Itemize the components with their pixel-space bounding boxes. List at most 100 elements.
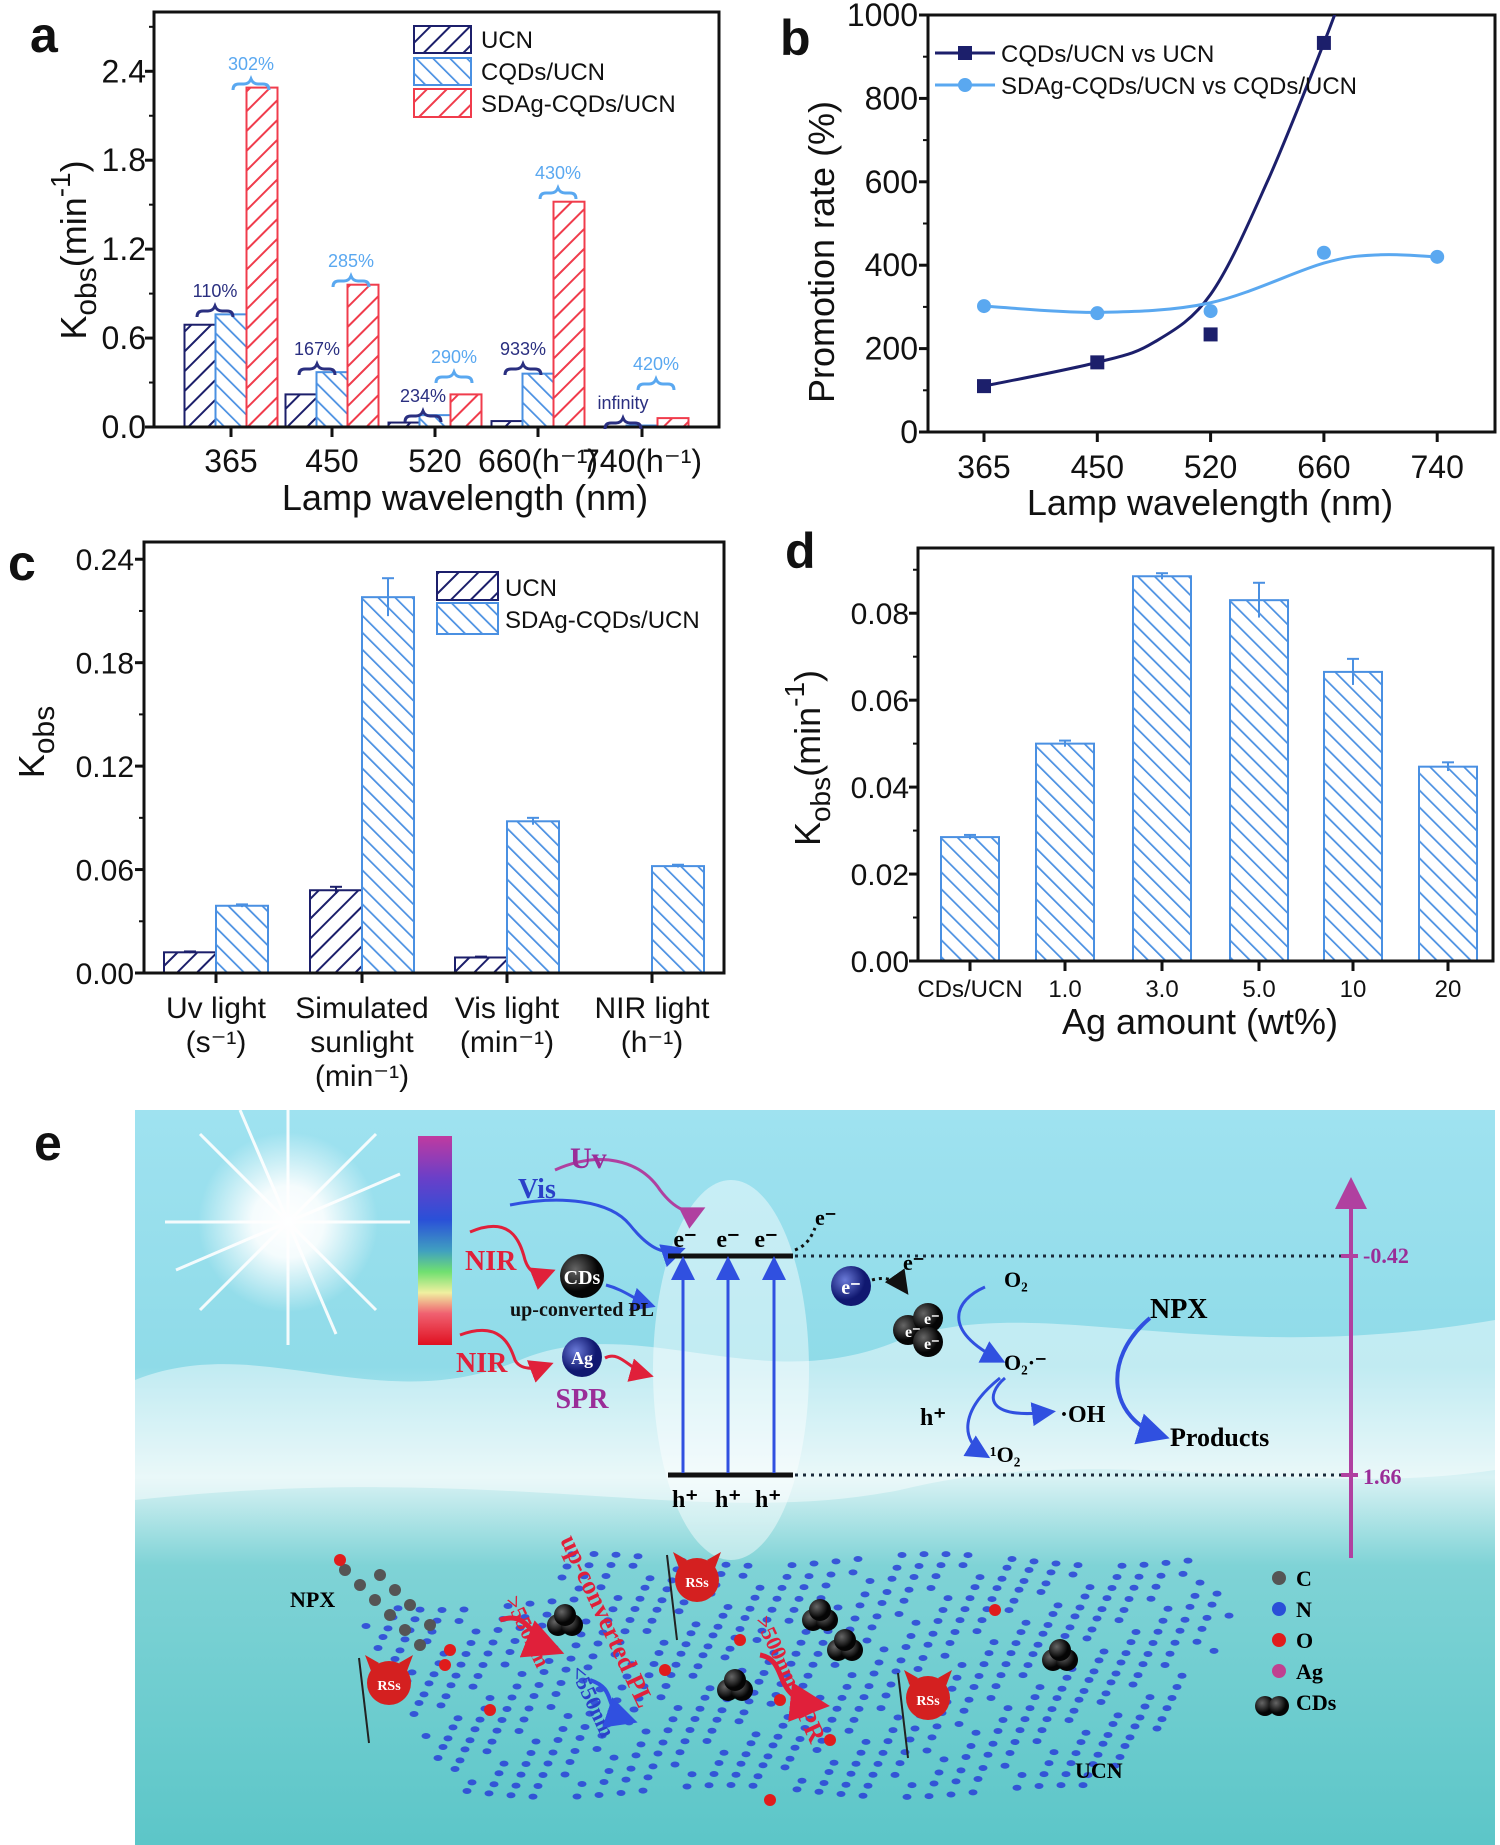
nitrogen-atom	[1061, 1771, 1071, 1778]
nitrogen-atom	[528, 1793, 538, 1800]
nitrogen-atom	[895, 1760, 905, 1767]
nitrogen-atom	[478, 1661, 488, 1668]
o2-label: O₂	[1004, 1267, 1028, 1292]
nitrogen-atom	[538, 1771, 548, 1778]
nir-label-2: NIR	[456, 1348, 508, 1379]
nitrogen-atom	[583, 1664, 593, 1671]
nitrogen-atom	[782, 1573, 792, 1580]
panel-label-d: d	[785, 523, 816, 579]
data-point-square	[1203, 327, 1218, 342]
nitrogen-atom	[1011, 1640, 1021, 1647]
panel-d-chart: d 0.00 0.02 0.04 0.06 0.08 CDs/UCN 1.0 3.0 5.0 10…	[779, 523, 1495, 1042]
nitrogen-atom	[966, 1742, 976, 1749]
nitrogen-atom	[791, 1650, 801, 1657]
nitrogen-atom	[1170, 1639, 1180, 1646]
nitrogen-atom	[1084, 1677, 1094, 1684]
nitrogen-atom	[972, 1628, 982, 1635]
nitrogen-atom	[621, 1776, 631, 1783]
nitrogen-atom	[1178, 1570, 1188, 1577]
nitrogen-atom	[717, 1707, 727, 1714]
nitrogen-atom	[441, 1693, 451, 1700]
blue-light-arrow	[589, 1678, 638, 1728]
nitrogen-atom	[581, 1618, 591, 1625]
nitrogen-atom	[543, 1760, 553, 1767]
legend-label: SDAg-CQDs/UCN	[481, 91, 676, 118]
data-point-square	[1316, 35, 1331, 50]
y-tick-label: 0.00	[76, 958, 134, 991]
nitrogen-atom	[1088, 1761, 1098, 1768]
y-tick-label: 2.4	[102, 53, 146, 89]
nitrogen-atom	[927, 1734, 937, 1741]
nitrogen-atom	[790, 1744, 800, 1751]
nitrogen-atom	[1015, 1727, 1025, 1734]
nitrogen-atom	[615, 1639, 625, 1646]
x-tick-label: NIR light	[594, 992, 710, 1025]
nitrogen-atom	[400, 1636, 410, 1643]
legend-cds-icon	[1255, 1696, 1275, 1716]
nitrogen-atom	[1001, 1661, 1011, 1668]
nitrogen-atom	[616, 1790, 626, 1797]
nitrogen-atom	[658, 1739, 668, 1746]
nitrogen-atom	[484, 1790, 494, 1797]
nitrogen-atom	[906, 1632, 916, 1639]
svg-text:e⁻: e⁻	[924, 1336, 940, 1353]
nitrogen-atom	[505, 1649, 515, 1656]
data-point-square	[1090, 355, 1105, 370]
nitrogen-atom	[657, 1597, 667, 1604]
nitrogen-atom	[901, 1643, 911, 1650]
nitrogen-atom	[766, 1700, 776, 1707]
nitrogen-atom	[459, 1606, 469, 1613]
nitrogen-atom	[1044, 1760, 1054, 1767]
nitrogen-atom	[1082, 1635, 1092, 1642]
nitrogen-atom	[952, 1674, 962, 1681]
nitrogen-atom	[781, 1671, 791, 1678]
nitrogen-atom	[627, 1661, 637, 1668]
nitrogen-atom	[593, 1640, 603, 1647]
nitrogen-atom	[940, 1652, 950, 1659]
nitrogen-atom	[964, 1696, 974, 1703]
nitrogen-atom	[383, 1625, 393, 1632]
nitrogen-atom	[1024, 1567, 1034, 1574]
nitrogen-atom	[674, 1608, 684, 1615]
nitrogen-atom	[1073, 1562, 1083, 1569]
uv-light-arrow	[554, 1158, 706, 1229]
y-tick-label: 0.18	[76, 648, 134, 681]
x-tick-label: 3.0	[1145, 976, 1178, 1003]
nitrogen-atom	[938, 1607, 948, 1614]
nitrogen-atom	[1066, 1760, 1076, 1767]
nitrogen-atom	[542, 1611, 552, 1618]
nitrogen-atom	[617, 1684, 627, 1691]
nitrogen-atom	[611, 1551, 621, 1558]
y-tick-label: 0	[900, 414, 918, 450]
panel-a-chart: a 0.0 0.6 1.2 1.8 2.4 365 450 520 660(h⁻¹)740(h⁻…	[30, 7, 721, 518]
bar	[940, 836, 1000, 962]
nitrogen-atom	[842, 1683, 852, 1690]
atom-legend: CNO Ag CDs	[1255, 1566, 1337, 1716]
nitrogen-atom	[986, 1695, 996, 1702]
nitrogen-atom	[1087, 1626, 1097, 1633]
nitrogen-atom	[1025, 1705, 1035, 1712]
nitrogen-atom	[1017, 1772, 1027, 1779]
nitrogen-atom	[904, 1586, 914, 1593]
nitrogen-atom	[855, 1602, 865, 1609]
nitrogen-atom	[767, 1606, 777, 1613]
nitrogen-atom	[848, 1569, 858, 1576]
nitrogen-atom	[945, 1640, 955, 1647]
nitrogen-atom	[670, 1761, 680, 1768]
ag-atom	[659, 1664, 671, 1676]
nitrogen-atom	[693, 1663, 703, 1670]
nitrogen-atom	[570, 1748, 580, 1755]
nitrogen-atom	[1042, 1716, 1052, 1723]
nitrogen-atom	[1021, 1619, 1031, 1626]
nitrogen-atom	[1106, 1679, 1116, 1686]
y-tick-label: 600	[865, 164, 918, 200]
y-tick-label: 0.0	[102, 409, 146, 445]
nitrogen-atom	[996, 1672, 1006, 1679]
nitrogen-atom	[644, 1672, 654, 1679]
nitrogen-atom	[745, 1605, 755, 1612]
nitrogen-atom	[622, 1673, 632, 1680]
nitrogen-atom	[787, 1562, 797, 1569]
nitrogen-atom	[950, 1629, 960, 1636]
nitrogen-atom	[759, 1669, 769, 1676]
panel-c-chart: c 0.00 0.06 0.12 0.18 0.24 Uv light(s⁻¹) Simul…	[8, 535, 726, 1093]
